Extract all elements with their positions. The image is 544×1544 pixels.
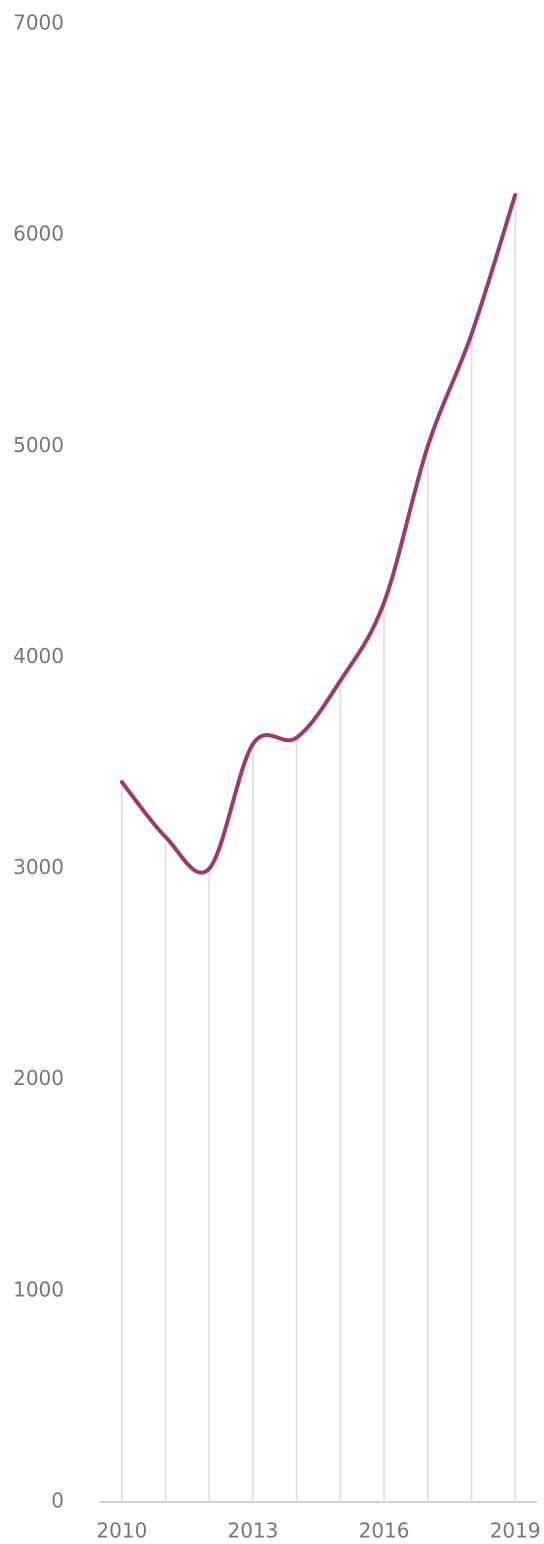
y-tick-label: 6000: [13, 222, 64, 246]
line-series: [119, 193, 518, 875]
y-tick-label: 2000: [13, 1066, 64, 1090]
y-tick-label: 1000: [13, 1277, 64, 1301]
x-tick-label: 2019: [490, 1519, 541, 1543]
y-tick-label: 7000: [13, 11, 64, 35]
y-tick-label: 3000: [13, 855, 64, 879]
y-tick-label: 5000: [13, 433, 64, 457]
x-tick-label: 2010: [96, 1519, 147, 1543]
y-tick-label: 0: [51, 1489, 64, 1513]
x-tick-label: 2016: [359, 1519, 410, 1543]
y-tick-label: 4000: [13, 644, 64, 668]
x-tick-label: 2013: [227, 1519, 278, 1543]
